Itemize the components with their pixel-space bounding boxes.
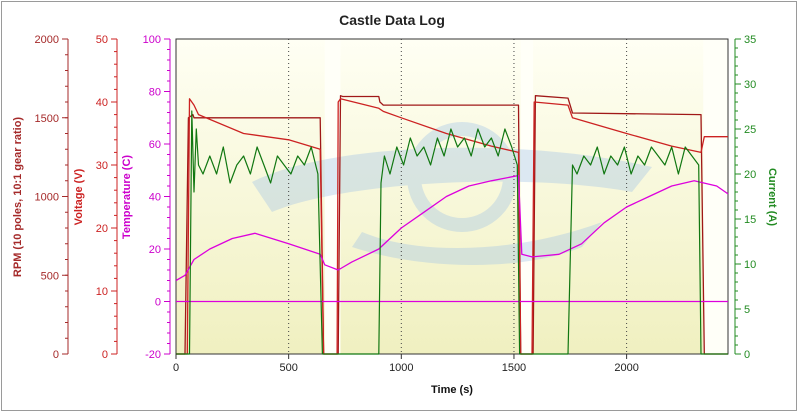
- rpm-tick-label-500: 500: [41, 270, 59, 282]
- plot-border: [175, 38, 729, 355]
- temperature-tick-label-60: 60: [149, 139, 161, 151]
- x-tick-label-500: 500: [279, 362, 297, 374]
- voltage-series-line-1: [176, 98, 728, 355]
- rpm-tick-label-0: 0: [53, 349, 59, 361]
- rpm-tick-label-1000: 1000: [35, 192, 59, 204]
- x-tick-label-2000: 2000: [614, 362, 638, 374]
- temperature-axis-label: Temperature (C): [121, 155, 133, 239]
- current-series-line-4: [176, 110, 728, 355]
- temperature-tick-label-100: 100: [143, 34, 161, 46]
- temperature-series-line-2: [175, 174, 729, 282]
- rpm-series-line-0: [176, 95, 728, 355]
- voltage-tick-label-40: 40: [96, 97, 108, 109]
- temperature-tick-label-20: 20: [149, 244, 161, 256]
- voltage-tick-label-20: 20: [96, 223, 108, 235]
- x-tick-label-1000: 1000: [389, 362, 413, 374]
- current-tick-label-15: 15: [744, 214, 756, 226]
- current-tick-label-35: 35: [744, 34, 756, 46]
- x-tick-label-1500: 1500: [502, 362, 526, 374]
- voltage-tick-label-30: 30: [96, 160, 108, 172]
- chart-title: Castle Data Log: [339, 12, 445, 28]
- chart-frame: Castle Data Log 0 500 1000 1500 2000 0 500 1000…: [1, 1, 797, 411]
- current-axis-label: Current (A): [766, 168, 778, 226]
- current-tick-label-5: 5: [744, 304, 750, 316]
- current-tick-label-30: 30: [744, 79, 756, 91]
- temperature-tick-label--20: -20: [145, 349, 161, 361]
- temperature-tick-label-40: 40: [149, 192, 161, 204]
- current-tick-label-20: 20: [744, 169, 756, 181]
- current-tick-label-25: 25: [744, 124, 756, 136]
- voltage-axis-label: Voltage (V): [73, 168, 85, 225]
- background-band-1: [340, 39, 521, 354]
- current-tick-label-10: 10: [744, 259, 756, 271]
- background-band-2: [533, 39, 704, 354]
- temperature-tick-label-0: 0: [155, 297, 161, 309]
- voltage-tick-label-50: 50: [96, 34, 108, 46]
- current-tick-label-0: 0: [744, 349, 750, 361]
- rpm-tick-label-1500: 1500: [35, 113, 59, 125]
- rpm-tick-label-2000: 2000: [35, 34, 59, 46]
- voltage-tick-label-10: 10: [96, 286, 108, 298]
- rpm-axis-label: RPM (10 poles, 10:1 gear ratio): [12, 117, 24, 277]
- x-axis-label: Time (s): [431, 384, 473, 396]
- voltage-tick-label-0: 0: [102, 349, 108, 361]
- chart: Castle Data Log 0 500 1000 1500 200005001000…: [12, 12, 778, 396]
- temperature-tick-label-80: 80: [149, 87, 161, 99]
- x-tick-label-0: 0: [173, 362, 179, 374]
